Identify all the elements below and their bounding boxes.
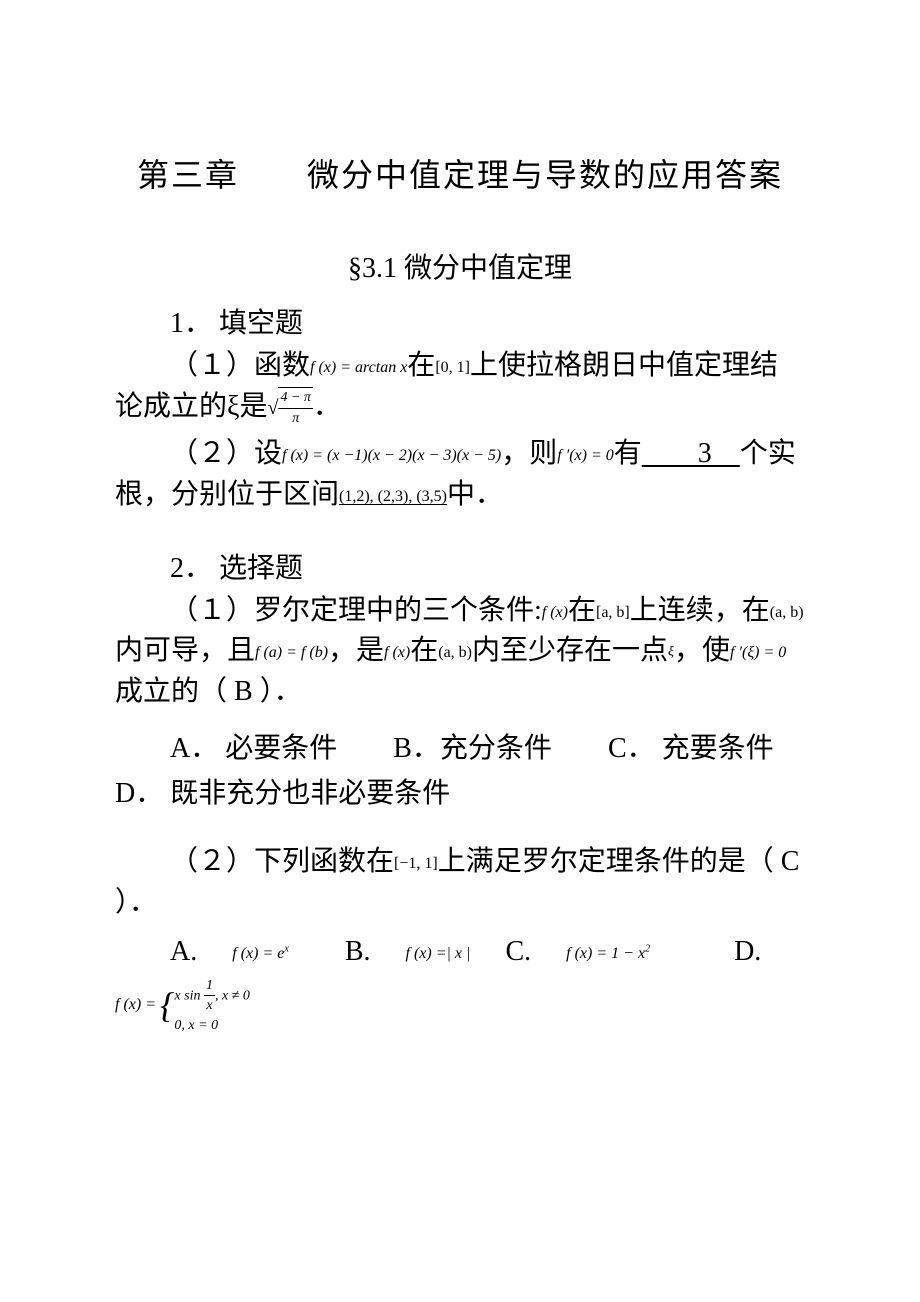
- question-2-2-options: A. f (x) = ex B. f (x) =| x | C. f (x) =…: [115, 928, 805, 1035]
- q21-optC: C． 充要条件: [608, 733, 774, 764]
- question-2-2: （２）下列函数在[−1, 1]上满足罗尔定理条件的是（ C ）．: [115, 842, 805, 923]
- q22-optA-label: A.: [170, 936, 197, 967]
- q21-optA: A． 必要条件: [170, 733, 337, 764]
- q22-pre: （２）下列函数在: [170, 846, 394, 877]
- q12-end: 中．: [447, 479, 503, 510]
- q12-fpx: f ′(x) = 0: [557, 447, 614, 464]
- q22-answer: C: [774, 846, 800, 877]
- q22-optD-fx: f (x) = {x sin 1x, x ≠ 00, x = 0: [115, 996, 250, 1013]
- q21-optB: B．充分条件: [393, 733, 552, 764]
- q22-interval: [−1, 1]: [394, 855, 438, 872]
- q11-t1: 在: [407, 350, 435, 381]
- q22-optB-fx: f (x) =| x |: [406, 945, 471, 962]
- q21-fab: f (a) = f (b): [255, 644, 328, 661]
- q21-answer: B: [227, 676, 260, 707]
- q11-answer: √4 − ππ: [267, 391, 312, 422]
- q22-optD-label: D.: [734, 936, 761, 967]
- q22-mid: 上满足罗尔定理条件的是（: [438, 846, 774, 877]
- chapter-title: 第三章 微分中值定理与导数的应用答案: [115, 150, 805, 196]
- q12-m2: 有: [614, 438, 642, 469]
- q22-optA-fx: f (x) = ex: [232, 945, 289, 962]
- q21-optD: D． 既非充分也非必要条件: [115, 778, 450, 809]
- subsection-2-heading: 2． 选择题: [115, 546, 805, 586]
- q12-pre: （２）设: [170, 438, 282, 469]
- q12-fx: f (x) = (x −1)(x − 2)(x − 3)(x − 5): [282, 447, 501, 464]
- q11-fx: f (x) = arctan x: [310, 359, 407, 376]
- q12-m1: ，则: [501, 438, 557, 469]
- question-1-1: （１）函数f (x) = arctan x在[0, 1]上使拉格朗日中值定理结论…: [115, 346, 805, 429]
- q11-end: ．: [313, 391, 341, 422]
- q12-intervals: (1,2), (2,3), (3,5): [339, 488, 447, 505]
- q11-text: （１）函数: [170, 350, 310, 381]
- subsection-1-heading: 1． 填空题: [115, 301, 805, 341]
- q21-ab2: (a, b): [770, 604, 804, 621]
- q21-fx: f (x): [542, 604, 568, 621]
- question-1-2: （２）设f (x) = (x −1)(x − 2)(x − 3)(x − 5)，…: [115, 434, 805, 515]
- section-title: §3.1 微分中值定理: [115, 246, 805, 286]
- question-2-1-options: A． 必要条件 B．充分条件 C． 充要条件 D． 既非充分也非必要条件: [115, 727, 805, 817]
- question-2-1: （１）罗尔定理中的三个条件:f (x)在[a, b]上连续，在(a, b)内可导…: [115, 591, 805, 713]
- q11-interval: [0, 1]: [435, 359, 470, 376]
- q21-fpxi: f ′(ξ) = 0: [730, 644, 786, 661]
- q22-optB-label: B.: [345, 936, 371, 967]
- q21-fx2: f (x): [384, 644, 410, 661]
- q21-ab1: [a, b]: [596, 604, 630, 621]
- q21-pre: （１）罗尔定理中的三个条件:: [170, 595, 542, 626]
- q22-end: ）．: [115, 887, 157, 918]
- q12-count: 3: [642, 438, 740, 469]
- q21-ab3: (a, b): [438, 644, 472, 661]
- q22-optC-label: C.: [505, 936, 531, 967]
- q22-optC-fx: f (x) = 1 − x2: [566, 945, 650, 962]
